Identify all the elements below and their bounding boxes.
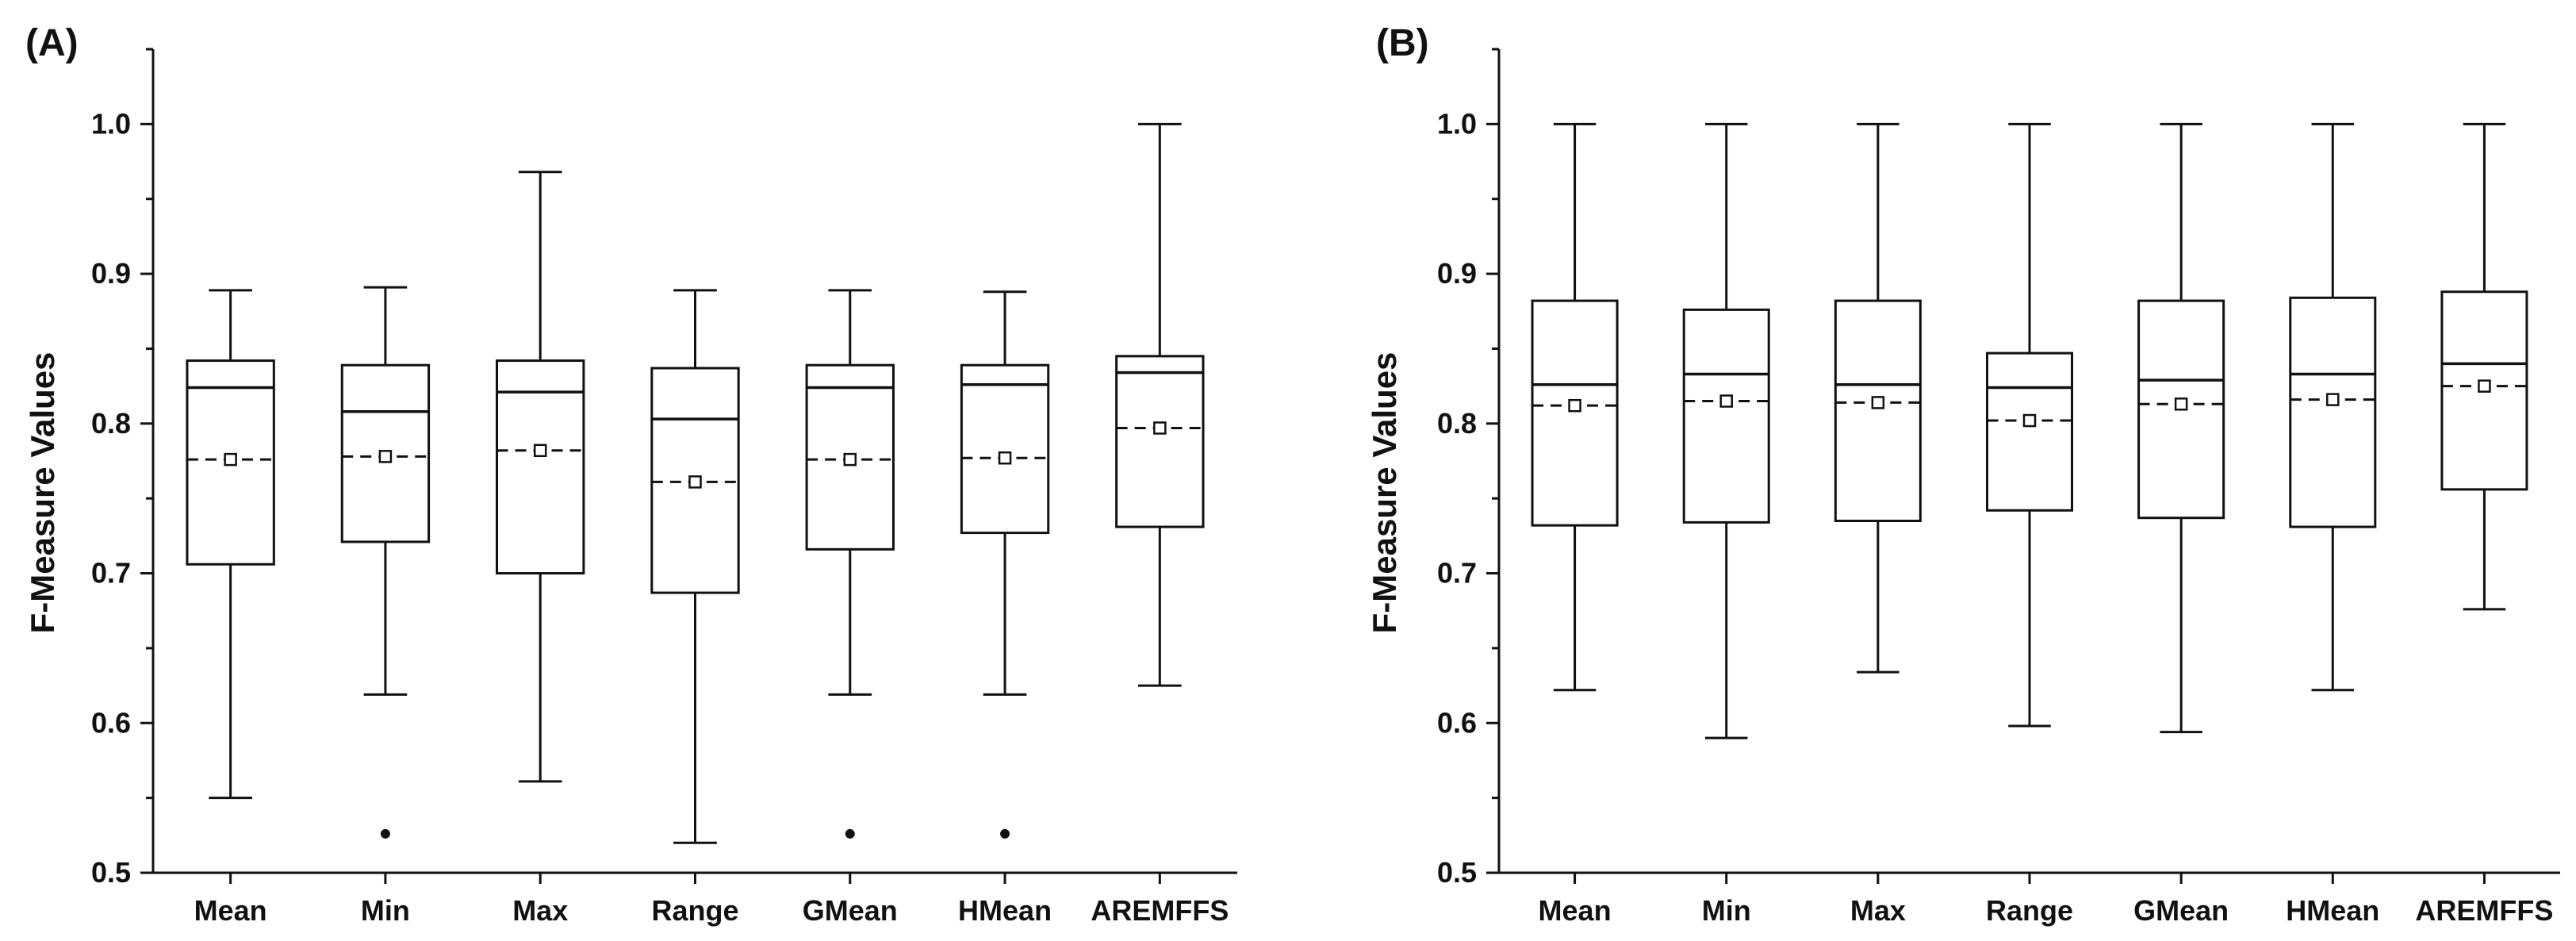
mean-marker bbox=[533, 444, 547, 458]
y-axis-title: F-Measure Values bbox=[24, 352, 61, 634]
box-mean bbox=[186, 289, 275, 800]
y-tick-label: 0.5 bbox=[91, 856, 131, 889]
chart-panel-a: (A) 0.5 0.6 0.7 0.8 0.9 1.0 Mean Min Max Range GMea… bbox=[24, 22, 1237, 927]
y-axis-title: F-Measure Values bbox=[1366, 352, 1403, 634]
mean-marker bbox=[2174, 398, 2188, 411]
y-tick-label: 0.9 bbox=[1437, 257, 1477, 290]
box-body bbox=[1834, 299, 1922, 522]
box-aremffs bbox=[2440, 122, 2528, 611]
x-tick-label: HMean bbox=[958, 894, 1052, 927]
x-tick-label: Max bbox=[512, 894, 568, 927]
box-mean bbox=[1531, 122, 1619, 692]
box-gmean bbox=[805, 289, 895, 839]
box-aremffs bbox=[1115, 122, 1205, 687]
box-gmean bbox=[2137, 122, 2225, 734]
mean-marker bbox=[688, 475, 702, 489]
y-tick-label: 1.0 bbox=[1437, 107, 1477, 140]
panel-label: (A) bbox=[25, 22, 79, 64]
mean-marker bbox=[2022, 413, 2037, 428]
mean-marker bbox=[1719, 394, 1733, 408]
box-body bbox=[2289, 296, 2377, 528]
box-hmean bbox=[2289, 122, 2377, 692]
x-tick-label: AREMFFS bbox=[1091, 894, 1229, 927]
x-tick-label: Range bbox=[651, 894, 738, 927]
x-tick-label: GMean bbox=[803, 894, 898, 927]
box-max bbox=[496, 171, 585, 783]
y-tick-label: 0.8 bbox=[91, 407, 131, 440]
box-body bbox=[960, 363, 1050, 535]
box-body bbox=[1682, 308, 1770, 524]
x-tick-label: Range bbox=[1986, 894, 2073, 927]
y-tick-label: 1.0 bbox=[91, 107, 131, 140]
y-tick-label: 0.8 bbox=[1437, 407, 1477, 440]
mean-marker bbox=[2478, 379, 2491, 393]
y-tick-label: 0.7 bbox=[91, 557, 131, 590]
mean-marker bbox=[843, 452, 857, 467]
box-body bbox=[2440, 290, 2528, 491]
y-tick-label: 0.5 bbox=[1437, 856, 1477, 889]
box-range bbox=[650, 289, 740, 844]
y-tick-label: 0.6 bbox=[1437, 706, 1477, 739]
box-range bbox=[1985, 122, 2074, 728]
box-hmean bbox=[960, 290, 1050, 839]
box-min bbox=[1682, 122, 1770, 739]
outlier-point bbox=[1000, 828, 1010, 839]
x-tick-label: AREMFFS bbox=[2415, 894, 2553, 927]
x-tick-label: Mean bbox=[194, 894, 267, 927]
mean-marker bbox=[224, 452, 237, 467]
y-tick-label: 0.7 bbox=[1437, 557, 1477, 590]
box-body bbox=[1531, 299, 1619, 527]
x-tick-label: Min bbox=[361, 894, 410, 927]
box-body bbox=[1115, 355, 1205, 528]
outlier-point bbox=[845, 828, 855, 839]
box-body bbox=[496, 359, 585, 575]
mean-marker bbox=[1568, 398, 1581, 413]
panel-label: (B) bbox=[1376, 22, 1429, 64]
box-max bbox=[1834, 122, 1922, 674]
x-tick-label: HMean bbox=[2286, 894, 2379, 927]
mean-marker bbox=[998, 451, 1012, 465]
box-body bbox=[1985, 351, 2074, 512]
box-min bbox=[340, 286, 431, 839]
mean-marker bbox=[2326, 393, 2340, 406]
y-tick-label: 0.6 bbox=[91, 706, 131, 739]
x-tick-label: GMean bbox=[2133, 894, 2229, 927]
mean-marker bbox=[1871, 396, 1885, 409]
mean-marker bbox=[378, 450, 393, 463]
x-tick-label: Min bbox=[1702, 894, 1751, 927]
chart-panel-b: (B) 0.5 0.6 0.7 0.8 0.9 1.0 Mean Min Max Range GMea… bbox=[1366, 22, 2560, 927]
x-tick-label: Mean bbox=[1539, 894, 1612, 927]
x-tick-label: Max bbox=[1850, 894, 1906, 927]
y-tick-label: 0.9 bbox=[91, 257, 131, 290]
outlier-point bbox=[380, 828, 390, 839]
mean-marker bbox=[1153, 421, 1167, 435]
